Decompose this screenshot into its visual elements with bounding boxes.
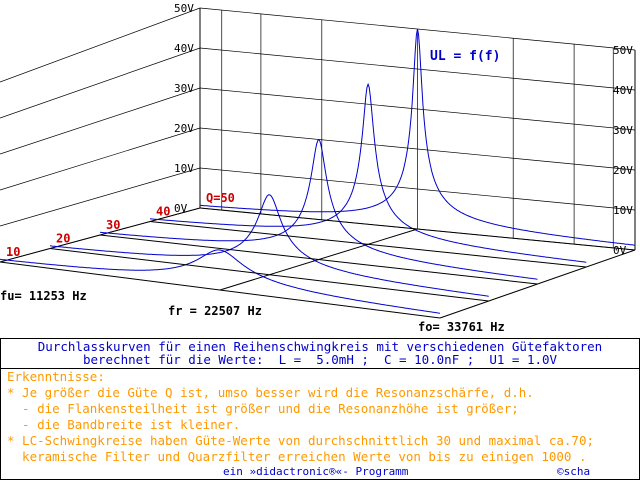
y-tick-label: 20V [613,164,633,177]
q-label: 30 [106,218,120,232]
side-wall-line [0,167,201,227]
y-tick-label-left: 20V [174,122,194,135]
info-divider [1,368,639,369]
insight-line: keramische Filter und Quarzfilter erreic… [7,449,587,464]
q-label: 40 [156,205,170,219]
y-tick-label: 10V [613,204,633,217]
resonance-curve [99,138,538,280]
resonance-curve [199,28,636,246]
y-tick-label-left: 40V [174,42,194,55]
fu-label: fu= 11253 Hz [0,289,87,303]
curve-baseline [49,248,489,302]
insight-line: - die Flankensteilheit ist größer und di… [7,401,519,416]
info-panel: Durchlasskurven für einen Reihenschwingk… [0,338,640,480]
info-values: berechnet für die Werte: L = 5.0mH ; C =… [82,352,558,367]
resonance-chart: 0V 0V 10V 10V 20V 20V 30V 30V 40V 40V 50V 50V 10 20 30… [0,2,636,334]
side-wall-line [0,47,201,119]
fr-label: fr = 22507 Hz [168,304,262,318]
y-tick-label-left: 30V [174,82,194,95]
q-label: Q=50 [206,191,235,205]
curve-baseline [0,261,441,319]
footer-copyright: ©scha [557,465,591,478]
chart-labels: 0V 0V 10V 10V 20V 20V 30V 30V 40V 40V 50V 50V 10 20 30… [0,2,633,334]
side-wall-line [0,7,201,83]
y-tick-label: 0V [613,244,627,257]
back-wall-hline [199,47,636,91]
footer: ein »didactronic®«- Programm ©scha [1,464,639,479]
curve-baseline [199,207,636,251]
chart-curves [0,28,636,319]
info-title: Durchlasskurven für einen Reihenschwingk… [37,339,603,354]
insight-line: * LC-Schwingkreise haben Güte-Werte von … [7,433,594,448]
insight-line: - die Bandbreite ist kleiner. [7,417,241,432]
y-tick-label: 50V [613,44,633,57]
insight-line: * Je größer die Güte Q ist, umso besser … [7,385,534,400]
insights-heading: Erkenntnisse: [7,369,105,384]
resonance-curve [149,82,587,263]
y-tick-label-left: 10V [174,162,194,175]
side-wall-line [0,127,201,191]
footer-program: ein »didactronic®«- Programm [223,465,409,478]
chart-title: UL = f(f) [430,49,500,64]
back-wall-hline [199,167,636,211]
curve-baseline [149,221,587,268]
y-tick-label-left: 0V [174,202,188,215]
y-tick-label-left: 50V [174,2,194,15]
resonance-curve [49,194,489,297]
y-tick-label: 30V [613,124,633,137]
q-label: 10 [6,245,20,259]
y-tick-label: 40V [613,84,633,97]
resonance-curve [0,249,441,314]
back-wall-hline [199,87,636,131]
back-wall-hline [199,127,636,171]
side-wall-line [0,87,201,155]
chart-grid [0,7,636,319]
curve-baseline [99,234,538,285]
q-label: 20 [56,232,70,246]
fo-label: fo= 33761 Hz [418,320,505,334]
